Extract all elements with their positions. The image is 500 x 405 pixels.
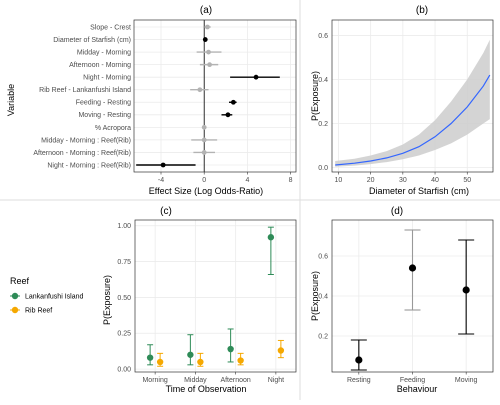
- panel-c-ytick-label: 0.75: [117, 259, 131, 266]
- legend-title: Reef: [10, 276, 30, 286]
- panel-a-estimate-point: [160, 162, 166, 168]
- panel-c-ytick-label: 0.25: [117, 331, 131, 338]
- panel-a-xtick-label: 0: [202, 177, 206, 184]
- panel-b-ylabel: P(Exposure): [310, 71, 320, 121]
- panel-a-ytick-label: Midday - Morning: [77, 49, 131, 56]
- panel-c-xtick-label: Afternoon: [220, 377, 250, 384]
- panel-a-ytick-label: % Acropora: [95, 125, 131, 132]
- panel-b-label: (b): [416, 5, 428, 16]
- panel-a-ytick-label: Feeding - Resting: [76, 100, 131, 107]
- panel-a-estimate-point: [201, 124, 207, 130]
- panel-a-plot: -4 0 4 8 Slope - Crest Diameter of Starfish (…: [33, 19, 297, 184]
- panel-a-ytick-label: Rib Reef - Lankanfushi Island: [39, 87, 131, 94]
- panel-a-ytick-label: Night - Morning: [83, 75, 131, 82]
- panel-c-background: [135, 220, 296, 372]
- panel-a-ytick-label: Afternoon - Morning: [69, 62, 131, 69]
- panel-c-point: [277, 347, 285, 354]
- legend-key-point: [11, 292, 19, 300]
- panel-d-ytick-label: 0.4: [318, 293, 328, 300]
- panel-a-ytick-label: Moving - Resting: [78, 112, 131, 119]
- panel-c-point: [267, 234, 275, 241]
- panel-d-xtick-label: Moving: [455, 377, 478, 384]
- panel-c-point: [156, 358, 164, 366]
- panel-d-point: [355, 356, 363, 364]
- panel-b-ytick-label: 0.2: [318, 121, 328, 128]
- panel-a-ytick-label: Diameter of Starfish (cm): [53, 37, 131, 44]
- panel-c-xtick-label: Morning: [142, 377, 167, 384]
- panel-b-confidence-ribbon: [335, 39, 490, 167]
- legend-item-label: Rib Reef: [25, 308, 52, 315]
- panel-a-xtick-label: 4: [245, 177, 249, 184]
- panel-a-estimate-point: [201, 137, 207, 143]
- panel-a-estimate-point: [225, 112, 231, 118]
- panel-a-estimate-point: [197, 87, 203, 93]
- panel-c-xtick-label: Night: [268, 377, 284, 384]
- panel-c-ytick-label: 1.00: [117, 223, 131, 230]
- panel-d-point: [408, 264, 417, 272]
- panel-a-estimate-point: [230, 99, 236, 105]
- panel-d-xlabel: Behaviour: [397, 384, 438, 394]
- panel-b-fit-line: [335, 74, 491, 166]
- panel-a-ytick-label: Slope - Crest: [90, 24, 131, 31]
- panel-a-estimate-point: [207, 62, 213, 68]
- panel-b-xtick-label: 20: [367, 177, 375, 184]
- panel-a-estimate-point: [202, 37, 208, 42]
- panel-b-ytick-label: 0.0: [318, 165, 328, 172]
- panel-c-point: [197, 358, 204, 366]
- panel-b-xtick-label: 30: [399, 177, 407, 184]
- panel-c: (c) 0.00 0.25 0.50 0.75 1.00 Morning Midday Aft…: [10, 206, 297, 394]
- panel-b-xtick-label: 50: [463, 177, 471, 184]
- panel-c-label: (c): [160, 206, 172, 217]
- panel-a-ytick-label: Night - Morning : Reef(Rib): [47, 162, 131, 169]
- panel-b-xtick-label: 10: [335, 177, 343, 184]
- panel-a-label: (a): [200, 5, 212, 16]
- panel-a-estimate-point: [201, 150, 207, 155]
- panel-d-frame: [331, 219, 494, 373]
- panel-a-background: [134, 20, 296, 172]
- panel-b-ytick-label: 0.6: [318, 33, 328, 40]
- panel-c-point: [146, 354, 154, 361]
- panel-d-point: [462, 286, 470, 294]
- panel-c-plot: 0.00 0.25 0.50 0.75 1.00 Morning Midday Afterno…: [117, 219, 297, 384]
- panel-d-ytick-label: 0.6: [318, 253, 328, 260]
- panel-a-xlabel: Effect Size (Log Odds-Ratio): [149, 186, 263, 196]
- panel-a-ylabel: Variable: [6, 84, 16, 116]
- panel-c-legend: Reef Lankanfushi Island Rib Reef: [10, 276, 83, 315]
- panel-a: (a) -4 0 4 8 Slope - Crest Diameter of Starfi…: [6, 5, 297, 196]
- panel-d-xtick-label: Feeding: [400, 377, 425, 384]
- panel-d-xtick-label: Resting: [347, 377, 371, 384]
- panel-d-label: (d): [391, 206, 403, 217]
- panel-d: (d) 0.2 0.4 0.6 Resting Feeding Moving Behavi…: [310, 206, 494, 394]
- panel-c-point: [187, 351, 194, 358]
- panel-b-xtick-label: 40: [431, 177, 439, 184]
- panel-d-ylabel: P(Exposure): [310, 271, 320, 321]
- panel-c-ylabel: P(Exposure): [102, 275, 112, 325]
- panel-a-ytick-label: Afternoon - Morning : Reef(Rib): [33, 150, 131, 157]
- panel-c-point: [237, 357, 244, 364]
- panel-a-estimate-point: [206, 49, 211, 55]
- panel-c-xtick-label: Midday: [184, 377, 207, 384]
- panel-b-ytick-label: 0.4: [318, 77, 328, 84]
- panel-a-ytick-label: Midday - Morning : Reef(Rib): [41, 137, 131, 144]
- panel-c-ytick-label: 0.50: [117, 295, 131, 302]
- panel-b-frame: [331, 19, 494, 173]
- panel-c-point: [227, 345, 234, 353]
- panel-a-estimate-point: [205, 24, 210, 30]
- panel-a-estimate-point: [253, 74, 259, 80]
- panel-c-ytick-label: 0.00: [117, 367, 131, 374]
- panel-c-xlabel: Time of Observation: [166, 384, 247, 394]
- legend-key-point: [11, 306, 19, 314]
- panel-b-xlabel: Diameter of Starfish (cm): [369, 186, 469, 196]
- panel-c-frame: [134, 219, 297, 373]
- panel-b-plot: 10 20 30 40 50 0.0 0.2 0.4 0.6: [318, 19, 494, 184]
- panel-a-xtick-label: -4: [158, 177, 164, 184]
- panel-a-xtick-label: 8: [289, 177, 293, 184]
- panel-a-frame: [133, 19, 297, 173]
- panel-d-ytick-label: 0.2: [318, 333, 328, 340]
- panel-d-plot: 0.2 0.4 0.6 Resting Feeding Moving: [318, 219, 494, 384]
- panel-b: (b) 10 20 30 40 50 0.0 0.2 0.4 0.6 Diameter of S…: [310, 5, 494, 196]
- legend-item-label: Lankanfushi Island: [25, 294, 83, 301]
